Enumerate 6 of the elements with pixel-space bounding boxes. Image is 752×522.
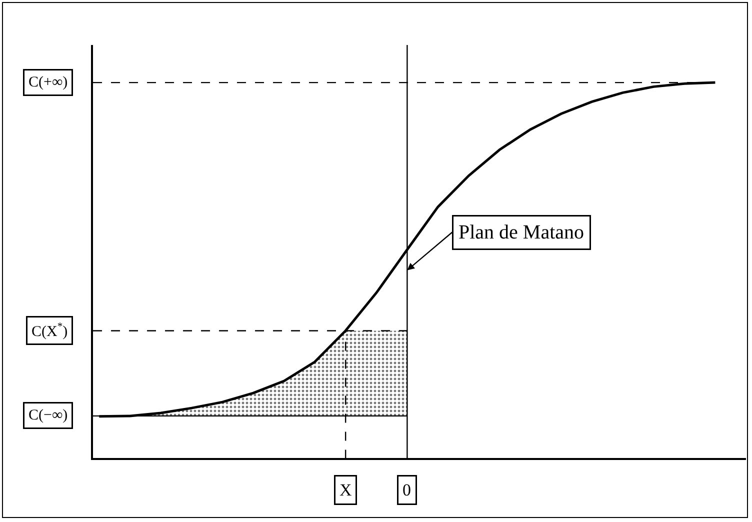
x-tick-label: 0 <box>402 480 411 500</box>
ref-line-label: C(−∞) <box>28 408 68 424</box>
annotation: Plan de Matano <box>458 222 584 244</box>
x-tick-label: X <box>340 480 352 500</box>
ref-line-label: C(X$^{*}$) <box>32 322 68 340</box>
ref-line-label: C(+∞) <box>28 74 68 90</box>
